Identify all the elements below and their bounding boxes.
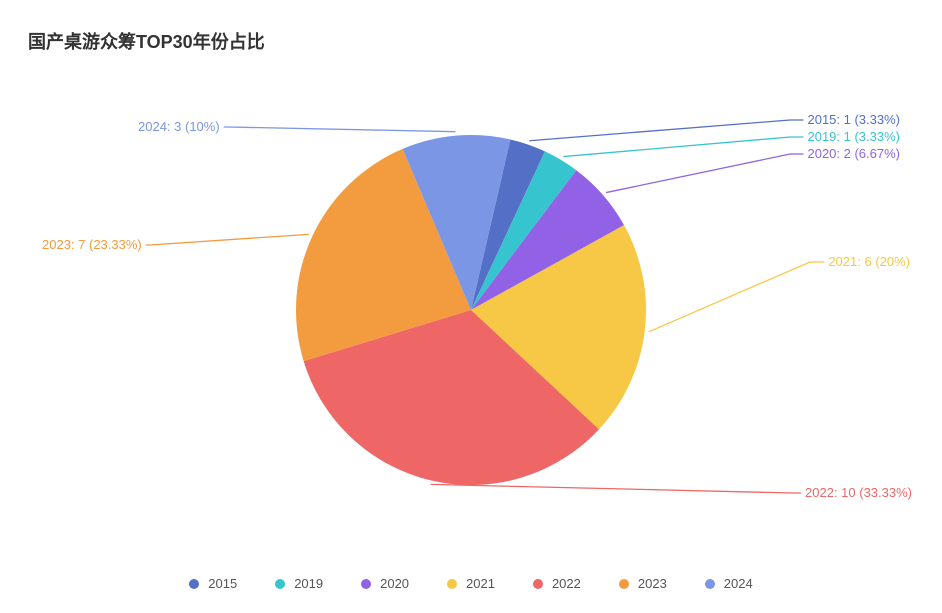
callout-2019: 2019: 1 (3.33%)	[807, 129, 900, 144]
legend-item-2019[interactable]: 2019	[275, 576, 323, 591]
legend-item-2020[interactable]: 2020	[361, 576, 409, 591]
leader-line-2022	[431, 484, 801, 493]
legend-dot-icon	[619, 579, 629, 589]
leader-line-2024	[224, 127, 456, 132]
legend-dot-icon	[705, 579, 715, 589]
legend: 2015 2019 2020 2021 2022 2023 2024	[0, 576, 942, 591]
legend-dot-icon	[447, 579, 457, 589]
leader-line-2019	[563, 137, 803, 157]
legend-item-2021[interactable]: 2021	[447, 576, 495, 591]
callout-2024: 2024: 3 (10%)	[138, 119, 220, 134]
legend-label: 2023	[638, 576, 667, 591]
legend-item-2024[interactable]: 2024	[705, 576, 753, 591]
callout-2023: 2023: 7 (23.33%)	[42, 237, 142, 252]
legend-label: 2020	[380, 576, 409, 591]
legend-dot-icon	[361, 579, 371, 589]
legend-item-2022[interactable]: 2022	[533, 576, 581, 591]
legend-label: 2022	[552, 576, 581, 591]
callout-2022: 2022: 10 (33.33%)	[805, 485, 912, 500]
leader-line-2020	[606, 154, 803, 193]
callout-2020: 2020: 2 (6.67%)	[807, 146, 900, 161]
callout-2015: 2015: 1 (3.33%)	[807, 112, 900, 127]
legend-label: 2024	[724, 576, 753, 591]
leader-line-2023	[146, 234, 309, 245]
leader-line-2015	[529, 120, 803, 141]
legend-label: 2021	[466, 576, 495, 591]
legend-label: 2019	[294, 576, 323, 591]
legend-dot-icon	[275, 579, 285, 589]
legend-label: 2015	[208, 576, 237, 591]
legend-dot-icon	[533, 579, 543, 589]
legend-item-2023[interactable]: 2023	[619, 576, 667, 591]
legend-dot-icon	[189, 579, 199, 589]
legend-item-2015[interactable]: 2015	[189, 576, 237, 591]
leader-line-2021	[649, 262, 825, 332]
callout-2021: 2021: 6 (20%)	[828, 254, 910, 269]
chart-container: { "title": { "text": "国产桌游众筹TOP30年份占比", …	[0, 0, 942, 613]
pie-chart	[0, 0, 942, 613]
